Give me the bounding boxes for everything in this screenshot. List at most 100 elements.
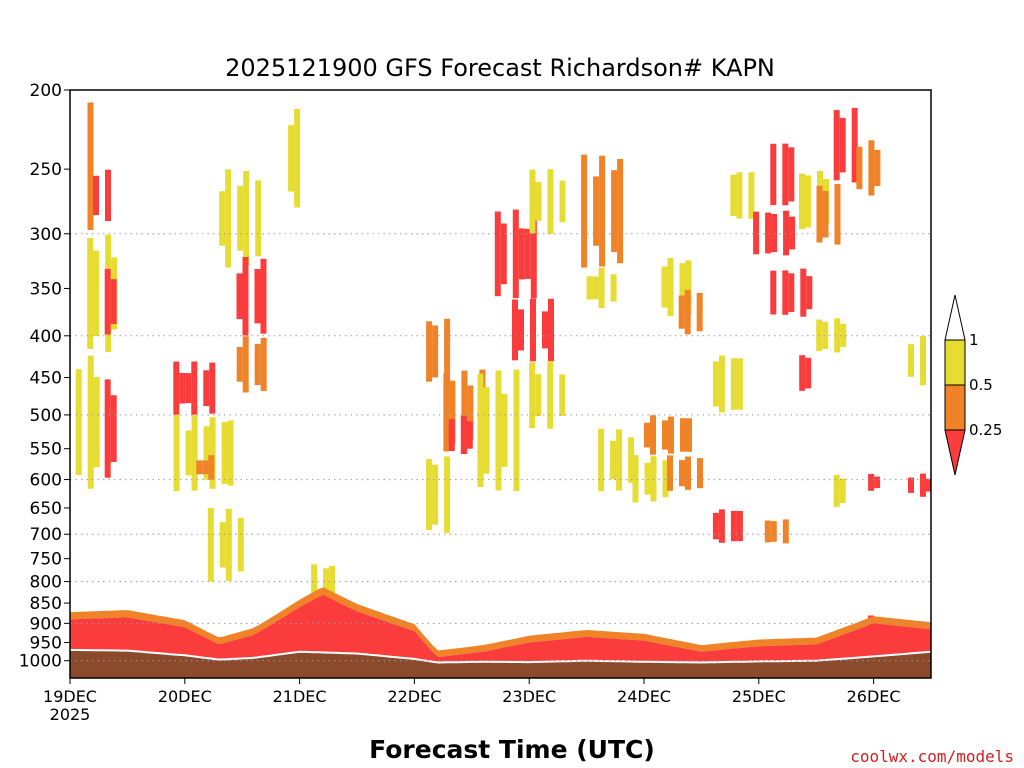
ri-cell (426, 321, 433, 382)
ri-cell (736, 511, 743, 542)
pbl-red-band (70, 595, 931, 663)
ri-cell (255, 180, 262, 257)
colorbar-label: 0.25 (969, 421, 1002, 439)
ri-cell (598, 267, 605, 309)
x-tick-label: 22DEC (387, 687, 441, 706)
ri-cell (782, 270, 789, 315)
ri-cell (221, 422, 228, 484)
ri-cell (748, 172, 755, 219)
ri-cell (260, 258, 267, 334)
ri-cell (926, 478, 931, 492)
ri-cell (448, 419, 455, 451)
y-tick-label: 500 (30, 406, 62, 426)
ri-cell (616, 429, 623, 491)
ri-cell (679, 460, 685, 487)
ri-cell (260, 337, 267, 391)
ri-cell (75, 369, 82, 475)
ri-cell (799, 355, 806, 391)
credit-text: coolwx.com/models (850, 747, 1014, 766)
chart-title: 2025121900 GFS Forecast Richardson# KAPN (225, 54, 775, 82)
ri-cell (104, 379, 111, 478)
ri-cell (254, 269, 261, 324)
ri-cell (610, 440, 617, 480)
ri-cell (105, 169, 111, 221)
x-tick-label: 24DEC (617, 687, 671, 706)
ri-cell (680, 418, 686, 452)
ri-cell (782, 143, 789, 206)
ri-cell (185, 430, 192, 476)
ri-cell (87, 238, 94, 349)
y-tick-label: 300 (30, 225, 62, 245)
ri-cell (288, 125, 295, 192)
ri-cell (530, 209, 537, 299)
ri-cell (730, 174, 737, 217)
ri-cell (559, 374, 566, 416)
ri-cell (753, 211, 760, 255)
ri-cell (494, 211, 501, 297)
ri-cell (765, 212, 772, 254)
ri-cell (696, 292, 703, 332)
ri-cell (227, 420, 234, 486)
ri-cell (466, 421, 473, 449)
ri-cell (800, 268, 807, 317)
ri-cell (242, 257, 249, 336)
ri-cell (833, 110, 840, 181)
ri-cell (805, 357, 812, 389)
x-tick-label: 20DEC (158, 687, 212, 706)
colorbar-top-arrow (944, 294, 966, 341)
ri-cell (110, 395, 117, 462)
ri-cell (770, 270, 777, 315)
ri-cell (207, 507, 214, 582)
ri-cell (203, 370, 210, 407)
ri-cell (920, 335, 926, 386)
ri-cell (513, 369, 520, 492)
ri-cell (93, 377, 100, 468)
ri-cell (874, 149, 881, 186)
y-tick-label: 250 (30, 160, 62, 180)
y-tick-label: 900 (30, 614, 62, 634)
colorbar-label: 0.5 (969, 376, 993, 394)
ri-cell (856, 146, 863, 190)
ri-cell (311, 564, 318, 607)
ri-cell (426, 459, 433, 531)
ri-cell (518, 309, 524, 351)
ri-cell (535, 182, 542, 221)
ri-cell (500, 223, 507, 285)
ri-cell (236, 347, 243, 382)
ri-cell (684, 289, 691, 335)
ri-cell (495, 370, 502, 491)
ri-cell (535, 374, 542, 417)
ri-cell (196, 460, 203, 475)
y-tick-label: 700 (30, 525, 62, 545)
ri-cell (822, 321, 829, 349)
ri-cell (254, 343, 261, 385)
colorbar-yellow (944, 339, 966, 386)
ri-cell (806, 276, 813, 310)
ri-cell (730, 510, 737, 542)
ri-cell (209, 362, 216, 414)
ri-cell (598, 428, 605, 492)
ri-cell (822, 190, 829, 238)
ri-cell (617, 159, 624, 264)
ri-cell (685, 456, 691, 490)
ri-cell (712, 361, 719, 407)
ri-cell (788, 273, 795, 312)
ri-cell (110, 279, 117, 325)
y-tick-label: 350 (30, 279, 62, 299)
ri-cell (839, 117, 846, 173)
ri-cell (243, 171, 250, 266)
ri-cell (93, 250, 100, 337)
ri-cell (443, 373, 450, 452)
colorbar-label: 1 (969, 331, 979, 349)
ri-cell (908, 344, 914, 377)
axes: 200 250 300 350 400 450 500 550 600 650 700 750 8008… (19, 81, 932, 724)
ri-cell (661, 266, 668, 308)
ri-cell (667, 455, 673, 491)
ri-cell (225, 169, 232, 268)
ri-cell (449, 380, 456, 444)
ri-cell (650, 456, 657, 502)
ri-cell (460, 415, 467, 454)
ri-cell (512, 209, 519, 299)
x-tick-label: 21DEC (273, 687, 327, 706)
ri-cell (834, 183, 841, 245)
